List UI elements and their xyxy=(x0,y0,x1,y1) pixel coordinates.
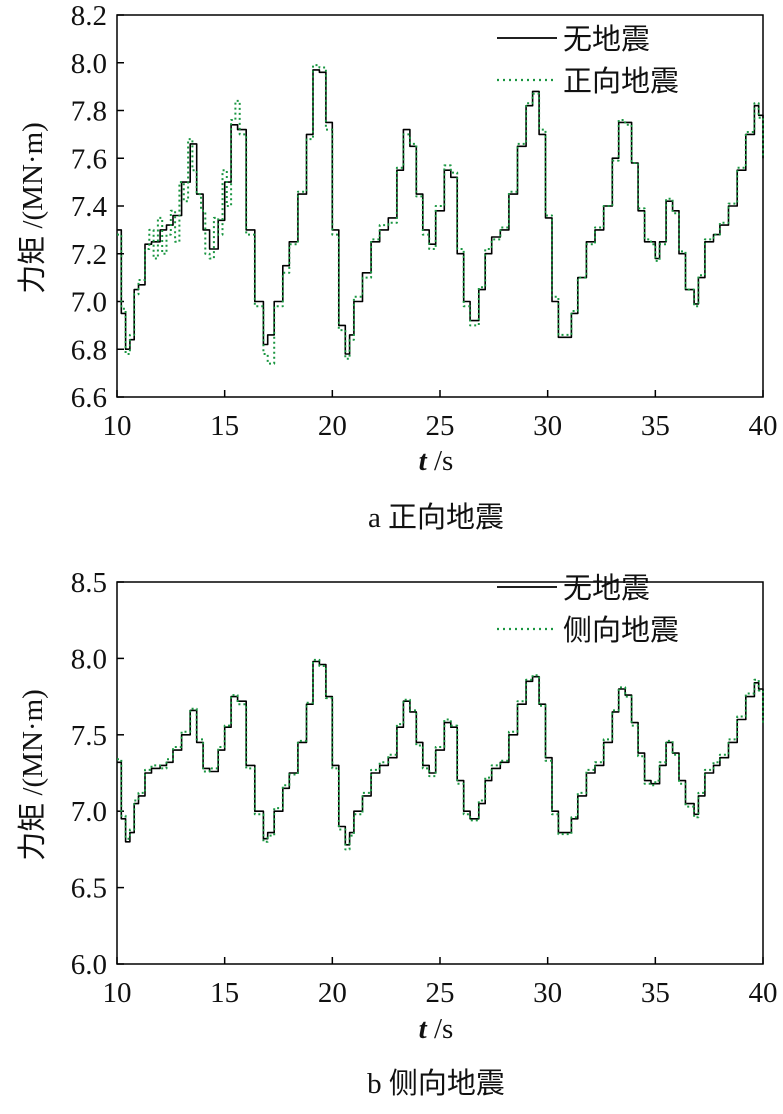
y-tick-label: 7.2 xyxy=(71,239,107,271)
x-tick-label: 35 xyxy=(641,977,670,1009)
y-tick-label: 6.0 xyxy=(71,949,107,981)
x-tick-label: 25 xyxy=(426,410,455,442)
y-tick-label: 6.6 xyxy=(71,382,107,414)
y-tick-label: 7.6 xyxy=(71,143,107,175)
y-tick-label: 6.5 xyxy=(71,873,107,905)
panel-caption: b 侧向地震 xyxy=(367,1067,505,1100)
x-tick-label: 10 xyxy=(103,977,132,1009)
y-axis-label: 力矩 /(MN·m) xyxy=(16,689,49,861)
x-tick-label: 35 xyxy=(641,410,670,442)
x-tick-label: 40 xyxy=(749,410,778,442)
legend-label: 无地震 xyxy=(563,23,650,56)
y-tick-label: 8.0 xyxy=(71,48,107,80)
y-tick-label: 7.0 xyxy=(71,796,107,828)
x-axis-label: t /s xyxy=(419,1013,454,1045)
y-tick-label: 7.0 xyxy=(71,287,107,319)
legend-label: 无地震 xyxy=(563,572,650,605)
y-tick-label: 7.4 xyxy=(71,191,108,223)
x-tick-label: 15 xyxy=(210,977,239,1009)
x-axis-label: t /s xyxy=(419,445,454,477)
x-tick-label: 40 xyxy=(749,977,778,1009)
y-tick-label: 7.8 xyxy=(71,96,107,128)
series-line-earthquake xyxy=(117,64,764,365)
panel-caption: a 正向地震 xyxy=(368,501,504,534)
x-tick-label: 10 xyxy=(103,410,132,442)
y-tick-label: 8.5 xyxy=(71,567,107,599)
y-axis-label: 力矩 /(MN·m) xyxy=(16,122,49,294)
y-tick-label: 8.0 xyxy=(71,643,107,675)
x-tick-label: 15 xyxy=(210,410,239,442)
legend-label: 侧向地震 xyxy=(563,614,679,647)
chart-panel-b: 6.0 6.5 7.0 7.5 8.0 8.5 10 15 20 25 30 35 40 力矩 /(MN·… xyxy=(16,567,778,1100)
x-tick-label: 20 xyxy=(318,410,347,442)
x-tick-label: 30 xyxy=(533,410,562,442)
y-tick-label: 8.2 xyxy=(71,0,107,32)
x-tick-label: 20 xyxy=(318,977,347,1009)
chart-panel-a: 6.6 6.8 7.0 7.2 7.4 7.6 7.8 8.0 8.2 10 15 20 25 30 35 4… xyxy=(16,0,778,534)
y-tick-label: 6.8 xyxy=(71,334,107,366)
series-line-earthquake xyxy=(117,658,764,851)
y-tick-label: 7.5 xyxy=(71,720,107,752)
series-line-baseline xyxy=(117,69,764,355)
x-tick-label: 25 xyxy=(426,977,455,1009)
legend-label: 正向地震 xyxy=(563,65,679,98)
x-tick-label: 30 xyxy=(533,977,562,1009)
